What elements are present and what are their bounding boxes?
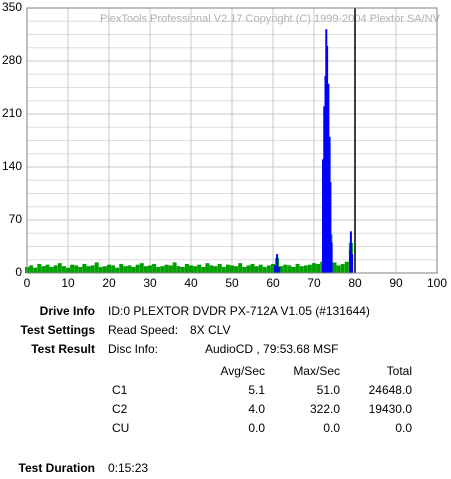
x-tick-label: 60 (266, 276, 280, 290)
table-cell: 51.0 (317, 383, 341, 397)
x-tick-label: 90 (389, 276, 403, 290)
x-tick-label: 50 (225, 276, 239, 290)
y-tick-label: 210 (2, 106, 22, 120)
table-cell: 0.0 (248, 421, 265, 435)
table-cell: 24648.0 (369, 383, 413, 397)
label: Drive Info (40, 304, 95, 318)
x-tick-label: 10 (61, 276, 75, 290)
label: Test Settings (21, 323, 96, 337)
value: ID:0 PLEXTOR DVDR PX-712A V1.05 (#131644… (108, 304, 370, 318)
table-cell: 0.0 (323, 421, 340, 435)
y-tick-label: 0 (15, 265, 22, 279)
row-label: C2 (112, 402, 128, 416)
table-cell: 0.0 (395, 421, 412, 435)
table-cell: 5.1 (248, 383, 265, 397)
value: 0:15:23 (108, 461, 148, 475)
table-cell: 19430.0 (369, 402, 413, 416)
row-label: C1 (112, 383, 128, 397)
value: AudioCD , 79:53.68 MSF (205, 342, 338, 356)
watermark: PlexTools Professional V2.17 Copyright (… (100, 13, 441, 25)
table-cell: 4.0 (248, 402, 265, 416)
label: Test Result (31, 342, 95, 356)
y-tick-label: 140 (2, 159, 22, 173)
x-tick-label: 0 (24, 276, 31, 290)
table-header: Avg/Sec (221, 364, 265, 378)
x-tick-label: 30 (143, 276, 157, 290)
label: Test Duration (19, 461, 95, 475)
y-tick-label: 70 (9, 212, 23, 226)
x-tick-label: 80 (348, 276, 362, 290)
value: 8X CLV (190, 323, 230, 337)
y-tick-label: 280 (2, 53, 22, 67)
label: Read Speed: (108, 323, 178, 337)
table-cell: 322.0 (310, 402, 340, 416)
x-tick-label: 70 (307, 276, 321, 290)
x-tick-label: 20 (102, 276, 116, 290)
x-tick-label: 100 (427, 276, 447, 290)
label: Disc Info: (108, 342, 158, 356)
y-tick-label: 350 (2, 0, 22, 14)
row-label: CU (112, 421, 129, 435)
x-tick-label: 40 (184, 276, 198, 290)
table-header: Total (387, 364, 412, 378)
plot-border (26, 7, 438, 274)
table-header: Max/Sec (293, 364, 340, 378)
